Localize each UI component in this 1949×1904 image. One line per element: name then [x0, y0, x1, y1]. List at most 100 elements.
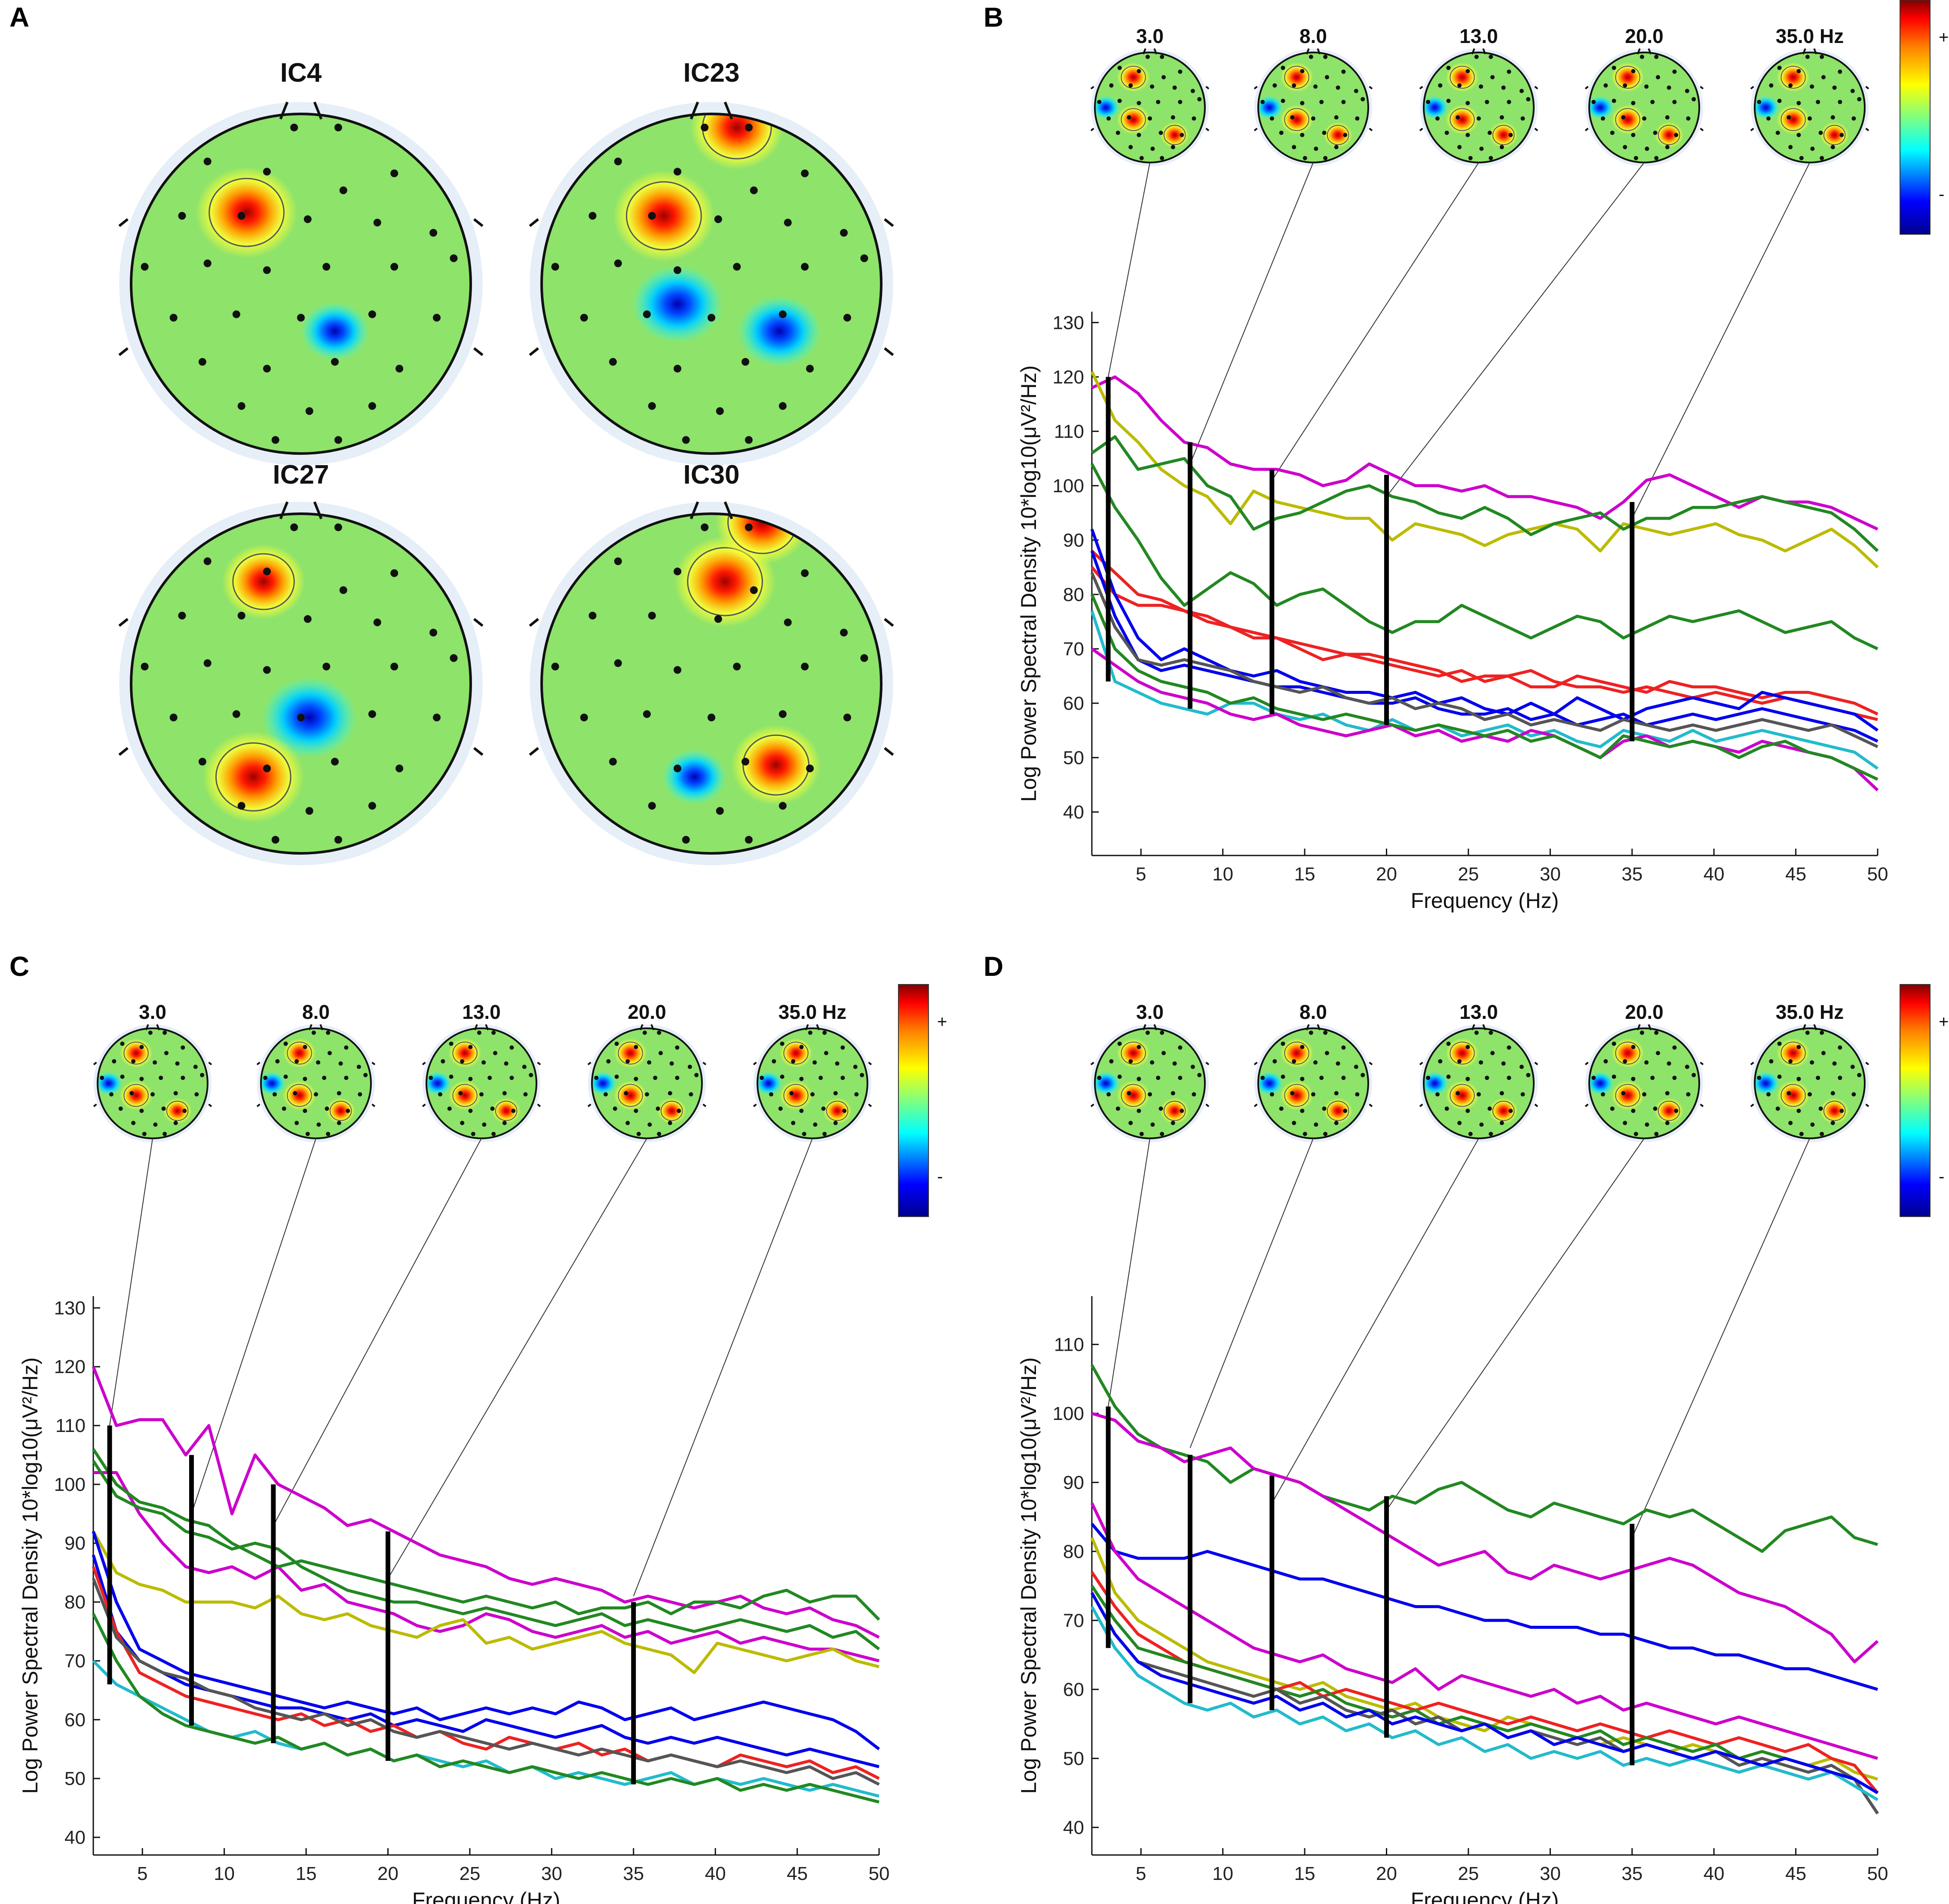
electrode-dot [169, 314, 178, 322]
electrode-dot [1777, 98, 1782, 103]
electrode-dot [647, 1122, 652, 1127]
electrode-dot [860, 1073, 864, 1077]
electrode-dot [303, 1109, 307, 1113]
electrode-dot [337, 1091, 341, 1096]
electrode-dot [1787, 1091, 1791, 1096]
electrode-dot [1323, 156, 1328, 160]
series-line-magenta-1 [92, 1366, 880, 1639]
electrode-dot [1479, 84, 1483, 89]
electrode-dot [1644, 84, 1649, 89]
electrode-dot [1805, 55, 1810, 59]
ear-marker [537, 1104, 541, 1107]
electrode-dot [1601, 1092, 1605, 1097]
electrode-dot [1654, 1131, 1659, 1136]
electrode-dot [701, 123, 709, 132]
electrode-dot [606, 1059, 611, 1064]
electrode-dot [657, 1131, 662, 1136]
freq-label-c-2: 13.0 [462, 1001, 501, 1023]
electrode-dot [344, 1076, 349, 1080]
electrode-dot [778, 710, 787, 718]
electrode-dot [169, 714, 178, 721]
electrode-dot [1830, 1121, 1835, 1125]
contour-line [1327, 1101, 1349, 1121]
electrode-dot [1106, 1092, 1111, 1097]
electrode-dot [1631, 133, 1636, 137]
electrode-dot [1172, 85, 1177, 90]
ear-marker [118, 618, 129, 627]
electrode-dot [1311, 116, 1315, 121]
electrode-dot [1507, 1045, 1511, 1050]
electrode-dot [1341, 100, 1346, 104]
x-tick-label: 40 [1704, 1863, 1725, 1884]
electrode-dot [1468, 1131, 1473, 1136]
electrode-dot [1838, 100, 1842, 104]
electrode-dot [297, 314, 305, 322]
electrode-dot [273, 1092, 277, 1097]
electrode-dot [1290, 115, 1295, 120]
electrode-dot [303, 615, 312, 623]
nose-marker [639, 1024, 655, 1030]
electrode-dot [109, 1092, 113, 1097]
series-line-blue-2 [1090, 1592, 1879, 1794]
x-tick-label: 30 [541, 1863, 562, 1884]
electrode-dot [1334, 145, 1339, 150]
electrode-dot [1507, 100, 1511, 104]
colorbar-b [1900, 0, 1931, 235]
electrode-dot [1355, 1092, 1360, 1097]
electrode-dot [131, 1121, 136, 1125]
electrode-dot [1139, 1131, 1144, 1136]
electrode-dot [1109, 1059, 1114, 1064]
electrode-dot [1832, 85, 1837, 90]
electrode-dot [1810, 147, 1815, 151]
electrode-dot [1507, 69, 1511, 74]
contour-line [1121, 1042, 1146, 1065]
map-fill [261, 1028, 371, 1138]
electrode-dot [701, 523, 709, 531]
electrode-dot [1686, 1092, 1691, 1097]
electrode-dot [1292, 1121, 1296, 1125]
electrode-dot [1341, 1045, 1346, 1050]
electrode-dot [162, 1030, 167, 1035]
electrode-dot [504, 1061, 509, 1066]
electrode-dot [1127, 115, 1131, 120]
electrode-dot [1499, 115, 1504, 120]
contour-line [452, 1084, 478, 1107]
ear-marker [256, 1061, 260, 1066]
electrode-dot [835, 1061, 840, 1066]
electrode-dot [588, 612, 597, 619]
nose-marker [1636, 48, 1652, 55]
colorbar-plus: + [1939, 1012, 1949, 1031]
ear-marker [1419, 1061, 1423, 1066]
electrode-dot [1603, 83, 1608, 88]
nose-marker [805, 1024, 820, 1030]
electrode-dot [1501, 1061, 1506, 1066]
electrode-dot [1456, 115, 1460, 120]
y-tick-label: 120 [54, 1356, 86, 1377]
electrode-dot [682, 436, 690, 444]
hot-blob [1280, 104, 1314, 135]
ear-marker [1584, 1104, 1589, 1107]
hot-blob [221, 544, 306, 619]
cold-blob [262, 677, 357, 758]
colorbar-minus: - [1939, 1167, 1944, 1186]
electrode-dot [1623, 83, 1627, 88]
series-line-blue-2 [92, 1554, 880, 1769]
topomap-ic23: IC23 [529, 58, 894, 466]
electrode-dot [1821, 1051, 1826, 1055]
x-tick-label: 25 [459, 1863, 480, 1884]
electrode-dot [1302, 156, 1307, 160]
ear-marker [1700, 86, 1704, 90]
contour-line [215, 742, 291, 812]
map-fill [426, 1028, 536, 1138]
series-line-gray-1 [1090, 572, 1879, 748]
electrode-dot [1281, 98, 1285, 103]
electrode-dot [479, 1092, 484, 1097]
electrode-dot [1479, 1122, 1484, 1127]
electrode-dot [1319, 1076, 1324, 1080]
panel-label-a: A [9, 2, 29, 33]
electrode-dot [263, 168, 271, 176]
electrode-dot [363, 1073, 368, 1077]
ear-marker [529, 618, 539, 627]
electrode-dot [642, 1030, 647, 1035]
electrode-dot [843, 314, 851, 322]
